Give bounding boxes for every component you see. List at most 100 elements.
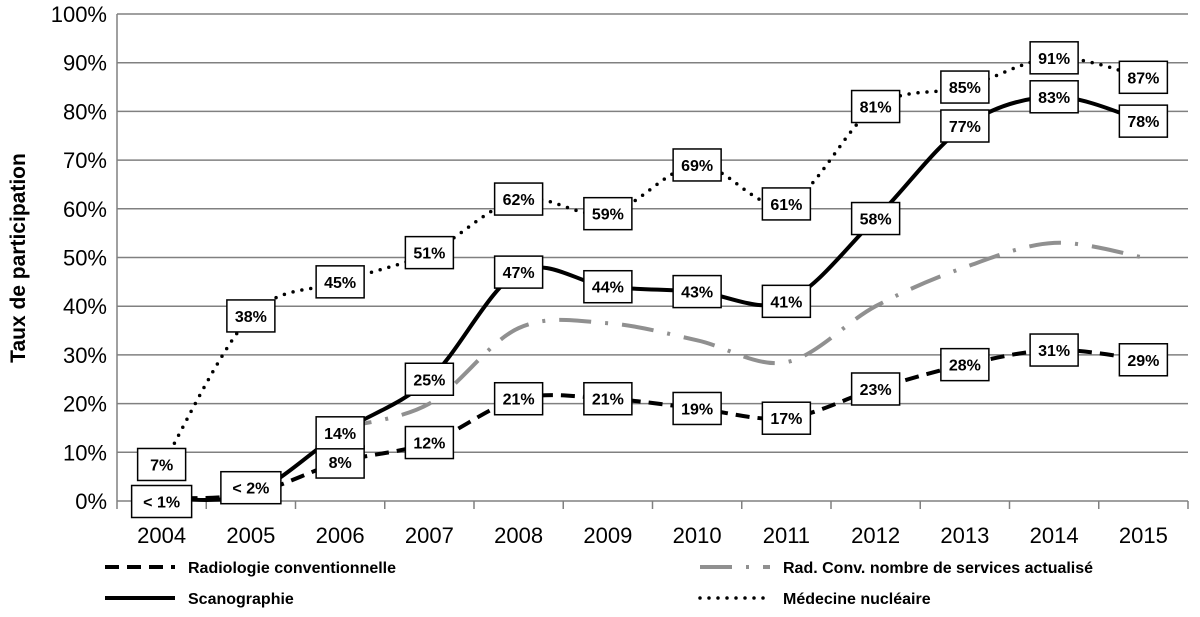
data-label-text: 62% xyxy=(503,192,535,209)
data-label: 38% xyxy=(226,299,276,333)
series-line-solid xyxy=(161,94,1144,502)
y-tick-label: 80% xyxy=(63,99,107,124)
data-label-text: 51% xyxy=(413,246,445,263)
data-label-text: 87% xyxy=(1127,70,1159,87)
data-label: 28% xyxy=(940,347,990,382)
data-label-box xyxy=(493,381,544,416)
y-tick-label: 60% xyxy=(63,197,107,222)
data-label: 58% xyxy=(850,201,901,236)
data-label-box xyxy=(404,235,455,270)
data-label-box xyxy=(493,182,544,216)
data-label: 59% xyxy=(583,196,633,231)
data-label-box xyxy=(583,269,633,304)
data-label-box xyxy=(850,201,901,236)
data-label: 61% xyxy=(761,187,812,221)
data-label: 51% xyxy=(404,235,455,270)
data-label-text: 23% xyxy=(860,382,892,399)
data-label: 31% xyxy=(1029,333,1079,367)
data-label-box xyxy=(672,148,722,182)
data-label-box xyxy=(404,425,455,460)
y-tick-label: 50% xyxy=(63,246,107,271)
data-label-text: 14% xyxy=(324,426,356,443)
data-label-box xyxy=(940,109,990,143)
y-axis-label: Taux de participation xyxy=(7,153,30,363)
legend-label: Scanographie xyxy=(188,591,294,608)
data-label: 43% xyxy=(672,274,722,309)
data-label-box xyxy=(850,372,901,406)
data-label-text: 59% xyxy=(592,207,624,224)
data-label-box xyxy=(761,284,812,319)
data-label: 83% xyxy=(1029,80,1079,114)
legend-item: Scanographie xyxy=(105,591,294,608)
data-label: 47% xyxy=(493,255,544,289)
y-tick-label: 70% xyxy=(63,148,107,173)
data-label-text: 43% xyxy=(681,285,713,302)
series-line-dash-dot xyxy=(339,240,1144,430)
x-tick-label: 2004 xyxy=(137,523,186,548)
data-label-box xyxy=(220,470,282,505)
x-tick-label: 2011 xyxy=(763,523,810,548)
data-label-box xyxy=(1118,343,1169,377)
x-tick-label: 2012 xyxy=(851,523,900,548)
data-label: 69% xyxy=(672,148,722,182)
data-label-text: 25% xyxy=(413,372,445,389)
data-label: 81% xyxy=(850,89,901,124)
data-label: 8% xyxy=(315,445,365,479)
data-label-box xyxy=(226,299,276,333)
data-label: 45% xyxy=(315,265,365,299)
data-label-text: 45% xyxy=(324,275,356,292)
data-label-box xyxy=(1029,41,1079,75)
data-label: 12% xyxy=(404,425,455,460)
y-tick-label: 10% xyxy=(63,440,107,465)
y-tick-label: 40% xyxy=(63,294,107,319)
data-label: < 2% xyxy=(220,470,282,505)
data-label: 23% xyxy=(850,372,901,406)
data-label-text: 91% xyxy=(1038,51,1070,68)
data-label-text: 77% xyxy=(949,119,981,136)
x-tick-label: 2008 xyxy=(494,523,543,548)
data-label-box xyxy=(672,391,722,426)
x-tick-label: 2014 xyxy=(1030,523,1079,548)
y-tick-label: 0% xyxy=(75,489,107,514)
data-label: 19% xyxy=(672,391,722,426)
data-label-text: 44% xyxy=(592,280,624,297)
data-label-box xyxy=(672,274,722,309)
data-label-box xyxy=(404,362,455,396)
data-label: 44% xyxy=(583,269,633,304)
data-label-box xyxy=(583,381,633,416)
data-label-text: < 2% xyxy=(232,481,269,498)
legend: Radiologie conventionnelle Rad. Conv. nom… xyxy=(105,560,1093,608)
data-label: 91% xyxy=(1029,41,1079,75)
data-label-box xyxy=(493,255,544,289)
x-tick-label: 2010 xyxy=(673,523,722,548)
data-label-box xyxy=(136,447,187,482)
data-label: 14% xyxy=(315,416,365,450)
data-label: 41% xyxy=(761,284,812,319)
data-label: 85% xyxy=(940,70,990,104)
data-label-text: 38% xyxy=(235,309,267,326)
x-tick-label: 2006 xyxy=(316,523,365,548)
y-axis-ticks: 0% 10% 20% 30% 40% 50% 60% 70% 80% 90% 100% xyxy=(51,2,107,514)
data-label-text: 29% xyxy=(1127,353,1159,370)
x-tick-label: 2007 xyxy=(405,523,454,548)
data-label: 87% xyxy=(1118,60,1169,95)
data-label-box xyxy=(315,265,365,299)
x-tick-label: 2015 xyxy=(1119,523,1168,548)
data-label-box xyxy=(940,70,990,104)
data-label-text: 19% xyxy=(681,401,713,418)
data-label-box xyxy=(583,196,633,231)
data-label: 29% xyxy=(1118,343,1169,377)
data-label: 21% xyxy=(583,381,633,416)
x-tick-label: 2009 xyxy=(583,523,632,548)
data-label-box xyxy=(1029,333,1079,367)
data-label-text: 81% xyxy=(860,100,892,117)
data-label-box xyxy=(761,187,812,221)
data-label-box xyxy=(130,484,193,519)
legend-label: Radiologie conventionnelle xyxy=(188,560,396,577)
data-label-text: 61% xyxy=(770,197,802,214)
data-label: 77% xyxy=(940,109,990,143)
data-label: 25% xyxy=(404,362,455,396)
data-label: 7% xyxy=(136,447,187,482)
data-label-text: 85% xyxy=(949,80,981,97)
data-label-box xyxy=(1118,60,1169,95)
